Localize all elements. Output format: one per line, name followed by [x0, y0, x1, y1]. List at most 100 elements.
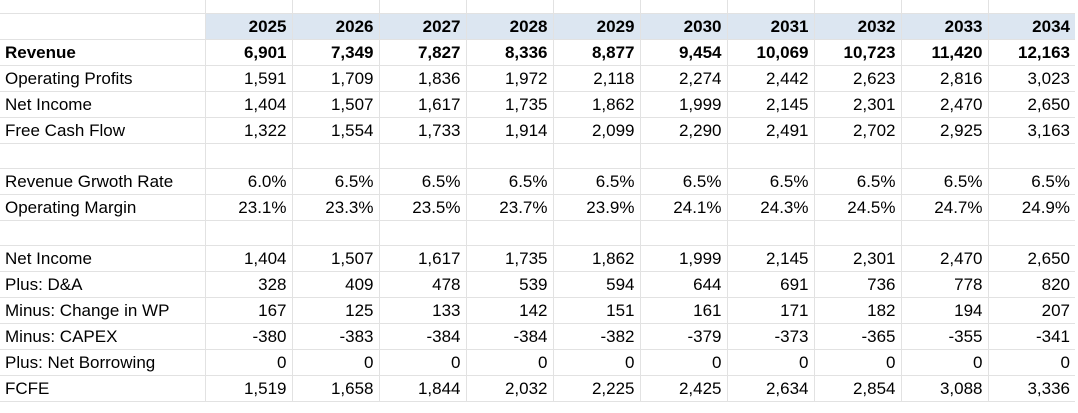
value-cell[interactable]: 2,032	[466, 375, 554, 402]
value-cell[interactable]: 2,290	[640, 117, 728, 144]
empty-cell[interactable]	[988, 220, 1075, 246]
value-cell[interactable]: 594	[553, 271, 641, 298]
value-cell[interactable]: 3,088	[901, 375, 989, 402]
empty-cell[interactable]	[466, 143, 554, 169]
empty-cell[interactable]	[0, 143, 206, 169]
value-cell[interactable]: 0	[379, 349, 467, 376]
value-cell[interactable]: -373	[727, 323, 815, 350]
value-cell[interactable]: 0	[988, 349, 1075, 376]
value-cell[interactable]: 167	[205, 297, 293, 324]
value-cell[interactable]: 6.5%	[727, 168, 815, 195]
value-cell[interactable]: 1,507	[292, 91, 380, 118]
value-cell[interactable]: 2,470	[901, 245, 989, 272]
value-cell[interactable]: 194	[901, 297, 989, 324]
row-label-cell[interactable]: Minus: CAPEX	[0, 323, 206, 350]
value-cell[interactable]: 6.5%	[640, 168, 728, 195]
cell[interactable]	[814, 0, 902, 14]
value-cell[interactable]: 8,336	[466, 39, 554, 66]
year-header-cell[interactable]: 2027	[379, 13, 467, 40]
row-label-cell[interactable]: Minus: Change in WP	[0, 297, 206, 324]
value-cell[interactable]: 0	[640, 349, 728, 376]
value-cell[interactable]: 207	[988, 297, 1075, 324]
row-label-cell[interactable]: Net Income	[0, 245, 206, 272]
row-label-cell[interactable]: Operating Margin	[0, 194, 206, 221]
value-cell[interactable]: 1,591	[205, 65, 293, 92]
value-cell[interactable]: -384	[379, 323, 467, 350]
value-cell[interactable]: 2,816	[901, 65, 989, 92]
value-cell[interactable]: 0	[205, 349, 293, 376]
empty-cell[interactable]	[640, 220, 728, 246]
empty-cell[interactable]	[727, 220, 815, 246]
value-cell[interactable]: 1,322	[205, 117, 293, 144]
value-cell[interactable]: 2,442	[727, 65, 815, 92]
cell[interactable]	[901, 0, 989, 14]
value-cell[interactable]: 3,163	[988, 117, 1075, 144]
value-cell[interactable]: 6.0%	[205, 168, 293, 195]
value-cell[interactable]: 0	[553, 349, 641, 376]
cell[interactable]	[988, 0, 1075, 14]
value-cell[interactable]: 6.5%	[466, 168, 554, 195]
value-cell[interactable]: 2,301	[814, 91, 902, 118]
empty-cell[interactable]	[0, 220, 206, 246]
empty-cell[interactable]	[988, 143, 1075, 169]
value-cell[interactable]: 1,733	[379, 117, 467, 144]
cell[interactable]	[379, 0, 467, 14]
value-cell[interactable]: 2,702	[814, 117, 902, 144]
value-cell[interactable]: 820	[988, 271, 1075, 298]
value-cell[interactable]: -384	[466, 323, 554, 350]
empty-cell[interactable]	[901, 220, 989, 246]
value-cell[interactable]: 1,735	[466, 245, 554, 272]
value-cell[interactable]: -379	[640, 323, 728, 350]
empty-cell[interactable]	[640, 143, 728, 169]
value-cell[interactable]: -355	[901, 323, 989, 350]
value-cell[interactable]: 9,454	[640, 39, 728, 66]
value-cell[interactable]: 23.5%	[379, 194, 467, 221]
value-cell[interactable]: 2,634	[727, 375, 815, 402]
row-label-cell[interactable]: Plus: Net Borrowing	[0, 349, 206, 376]
row-label-cell[interactable]: Revenue Grwoth Rate	[0, 168, 206, 195]
value-cell[interactable]: 151	[553, 297, 641, 324]
value-cell[interactable]: 778	[901, 271, 989, 298]
cell[interactable]	[640, 0, 728, 14]
value-cell[interactable]: 6.5%	[988, 168, 1075, 195]
value-cell[interactable]: 1,404	[205, 91, 293, 118]
row-label-cell[interactable]: Plus: D&A	[0, 271, 206, 298]
value-cell[interactable]: 1,709	[292, 65, 380, 92]
year-header-cell[interactable]: 2029	[553, 13, 641, 40]
value-cell[interactable]: 1,658	[292, 375, 380, 402]
value-cell[interactable]: 133	[379, 297, 467, 324]
cell[interactable]	[466, 0, 554, 14]
value-cell[interactable]: 6.5%	[814, 168, 902, 195]
empty-cell[interactable]	[727, 143, 815, 169]
header-label-cell[interactable]	[0, 13, 206, 40]
value-cell[interactable]: 1,914	[466, 117, 554, 144]
value-cell[interactable]: -383	[292, 323, 380, 350]
value-cell[interactable]: 161	[640, 297, 728, 324]
cell[interactable]	[553, 0, 641, 14]
value-cell[interactable]: 328	[205, 271, 293, 298]
year-header-cell[interactable]: 2028	[466, 13, 554, 40]
value-cell[interactable]: 644	[640, 271, 728, 298]
empty-cell[interactable]	[466, 220, 554, 246]
year-header-cell[interactable]: 2034	[988, 13, 1075, 40]
value-cell[interactable]: 1,735	[466, 91, 554, 118]
cell[interactable]	[727, 0, 815, 14]
value-cell[interactable]: -365	[814, 323, 902, 350]
row-label-cell[interactable]: Net Income	[0, 91, 206, 118]
value-cell[interactable]: 1,972	[466, 65, 554, 92]
value-cell[interactable]: 23.7%	[466, 194, 554, 221]
value-cell[interactable]: 0	[466, 349, 554, 376]
empty-cell[interactable]	[379, 143, 467, 169]
value-cell[interactable]: 1,507	[292, 245, 380, 272]
value-cell[interactable]: 3,336	[988, 375, 1075, 402]
value-cell[interactable]: 1,999	[640, 245, 728, 272]
value-cell[interactable]: 539	[466, 271, 554, 298]
cell[interactable]	[205, 0, 293, 14]
value-cell[interactable]: 1,617	[379, 91, 467, 118]
value-cell[interactable]: 2,854	[814, 375, 902, 402]
year-header-cell[interactable]: 2025	[205, 13, 293, 40]
year-header-cell[interactable]: 2030	[640, 13, 728, 40]
value-cell[interactable]: 736	[814, 271, 902, 298]
year-header-cell[interactable]: 2033	[901, 13, 989, 40]
value-cell[interactable]: 2,118	[553, 65, 641, 92]
